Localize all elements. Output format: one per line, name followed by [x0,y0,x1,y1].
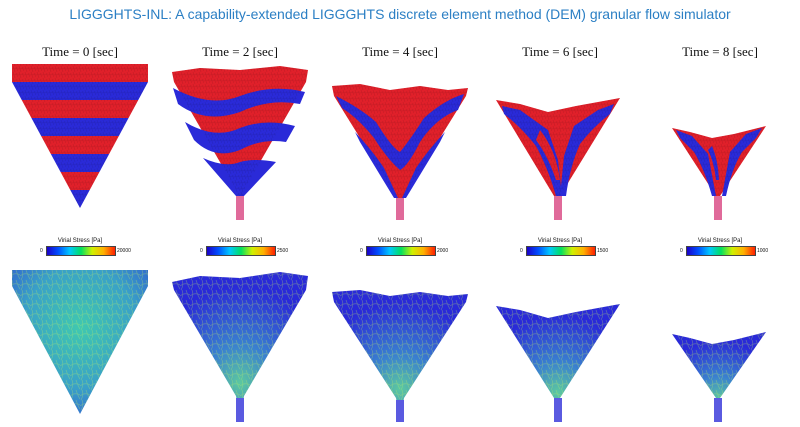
colorbar-title: Virial Stress [Pa] [57,238,103,244]
time-label-6: Time = 6 [sec] [522,44,598,59]
time-label-8: Time = 8 [sec] [682,44,758,59]
colorbar-max: 1500 [597,248,609,254]
colorbar-max: 1000 [757,248,769,254]
colorbar-title: Virial Stress [Pa] [697,238,743,244]
stress-hopper-t0 [12,270,148,414]
colorbar-gradient [526,246,596,256]
colorbar-title: Virial Stress [Pa] [537,238,583,244]
colorbar-min: 0 [200,248,203,254]
colorbar-min: 0 [520,248,523,254]
stress-hopper-t4 [332,290,468,422]
colorbar-min: 0 [40,248,43,254]
colorbar-gradient [686,246,756,256]
colorbar-min: 0 [360,248,363,254]
stress-hopper-t2 [172,272,308,420]
hopper-t8 [672,126,766,220]
time-label-2: Time = 2 [sec] [202,44,278,59]
colorbar-title: Virial Stress [Pa] [377,238,423,244]
colorbar-min: 0 [680,248,683,254]
colorbar-gradient [206,246,276,256]
colorbar-max: 2500 [277,248,289,254]
page-title: LIGGGHTS-INL: A capability-extended LIGG… [69,6,731,22]
hopper-t4 [332,84,468,220]
time-label-4: Time = 4 [sec] [362,44,438,59]
hopper-t0 [12,64,148,208]
hopper-t2 [172,66,308,218]
outflow-streams-bottom [236,398,722,422]
stress-hopper-t8 [672,332,766,422]
colorbar-title: Virial Stress [Pa] [217,238,263,244]
colorbar-gradient [366,246,436,256]
colorbar-max: 2000 [437,248,449,254]
time-label-0: Time = 0 [sec] [42,44,118,59]
stress-hopper-t6 [496,304,620,422]
colorbar-max: 20000 [117,248,131,254]
hopper-t6 [496,98,620,220]
colorbar-gradient [46,246,116,256]
outflow-streams-top [236,196,722,220]
